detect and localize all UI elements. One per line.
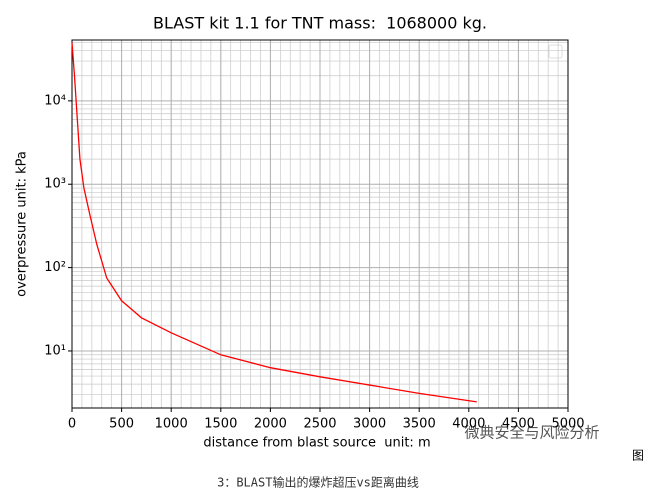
- x-tick-label: 5000: [551, 417, 584, 432]
- x-tick-label: 500: [109, 417, 134, 432]
- figure-label: 图: [632, 449, 644, 463]
- x-tick-label: 3500: [403, 417, 436, 432]
- y-tick-label: 10⁴: [44, 93, 66, 108]
- y-tick-label: 10²: [44, 260, 66, 275]
- x-tick-label: 1500: [204, 417, 237, 432]
- y-tick-label: 10¹: [44, 343, 66, 358]
- x-tick-label: 0: [68, 417, 76, 432]
- x-tick-label: 2500: [303, 417, 336, 432]
- data-line: [71, 42, 477, 403]
- y-tick-label: 10³: [44, 177, 66, 192]
- x-axis-label: distance from blast source unit: m: [203, 436, 430, 451]
- watermark: 微典安全与风险分析: [464, 424, 599, 442]
- chart-title: BLAST kit 1.1 for TNT mass: 1068000 kg.: [153, 14, 487, 33]
- caption: 3：BLAST输出的爆炸超压vs距离曲线: [217, 475, 419, 490]
- x-tick-label: 4000: [452, 417, 485, 432]
- x-tick-label: 3000: [353, 417, 386, 432]
- x-tick-label: 4500: [502, 417, 535, 432]
- x-tick-label: 2000: [254, 417, 287, 432]
- x-tick-label: 1000: [155, 417, 188, 432]
- legend-box: [548, 44, 563, 59]
- y-axis-label: overpressure unit: kPa: [15, 151, 30, 297]
- plot-frame: [71, 39, 569, 409]
